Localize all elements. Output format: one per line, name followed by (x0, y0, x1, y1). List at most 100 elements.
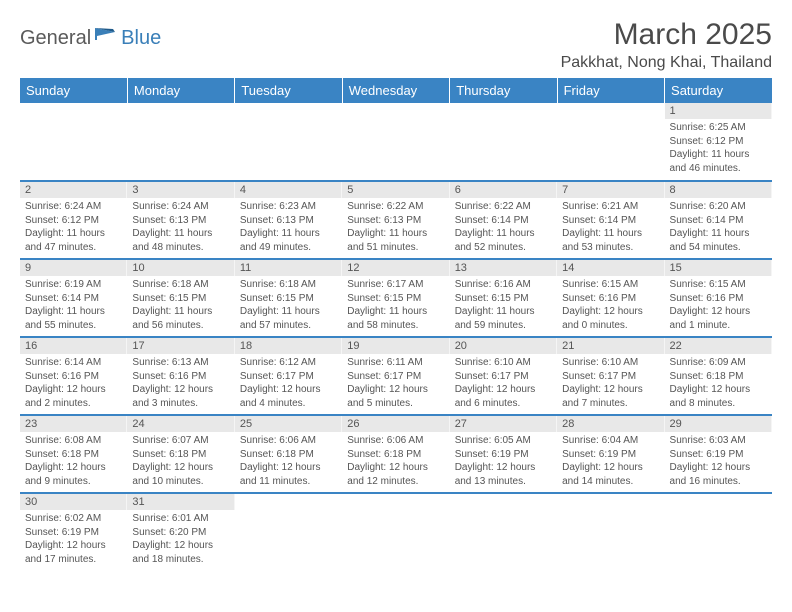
logo-text-general: General (20, 27, 91, 50)
calendar-week-row: 1Sunrise: 6:25 AMSunset: 6:12 PMDaylight… (20, 103, 772, 181)
day-details: Sunrise: 6:13 AMSunset: 6:16 PMDaylight:… (127, 354, 234, 414)
sunrise-text: Sunrise: 6:02 AM (25, 512, 122, 526)
calendar-day-cell: 4Sunrise: 6:23 AMSunset: 6:13 PMDaylight… (235, 181, 342, 259)
day-details: Sunrise: 6:25 AMSunset: 6:12 PMDaylight:… (665, 119, 772, 179)
weekday-header: Monday (127, 78, 234, 103)
day-number: 30 (20, 494, 127, 510)
sunrise-text: Sunrise: 6:09 AM (670, 356, 767, 370)
day-number: 15 (665, 260, 772, 276)
daylight-text: Daylight: 12 hours and 6 minutes. (455, 383, 552, 410)
daylight-text: Daylight: 11 hours and 58 minutes. (347, 305, 444, 332)
day-number: 3 (127, 182, 234, 198)
calendar-day-cell: 30Sunrise: 6:02 AMSunset: 6:19 PMDayligh… (20, 493, 127, 571)
day-number: 31 (127, 494, 234, 510)
calendar-day-cell (450, 103, 557, 181)
sunrise-text: Sunrise: 6:24 AM (132, 200, 229, 214)
calendar-day-cell: 19Sunrise: 6:11 AMSunset: 6:17 PMDayligh… (342, 337, 449, 415)
day-number: 27 (450, 416, 557, 432)
day-details: Sunrise: 6:24 AMSunset: 6:13 PMDaylight:… (127, 198, 234, 258)
calendar-body: 1Sunrise: 6:25 AMSunset: 6:12 PMDaylight… (20, 103, 772, 571)
day-details: Sunrise: 6:18 AMSunset: 6:15 PMDaylight:… (127, 276, 234, 336)
day-number: 26 (342, 416, 449, 432)
sunrise-text: Sunrise: 6:08 AM (25, 434, 122, 448)
day-number: 10 (127, 260, 234, 276)
day-details: Sunrise: 6:06 AMSunset: 6:18 PMDaylight:… (235, 432, 342, 492)
sunset-text: Sunset: 6:18 PM (240, 448, 337, 462)
sunset-text: Sunset: 6:17 PM (240, 370, 337, 384)
calendar-day-cell: 18Sunrise: 6:12 AMSunset: 6:17 PMDayligh… (235, 337, 342, 415)
daylight-text: Daylight: 11 hours and 55 minutes. (25, 305, 122, 332)
day-number: 11 (235, 260, 342, 276)
day-details: Sunrise: 6:16 AMSunset: 6:15 PMDaylight:… (450, 276, 557, 336)
day-details: Sunrise: 6:18 AMSunset: 6:15 PMDaylight:… (235, 276, 342, 336)
sunset-text: Sunset: 6:17 PM (347, 370, 444, 384)
calendar-day-cell: 31Sunrise: 6:01 AMSunset: 6:20 PMDayligh… (127, 493, 234, 571)
calendar-day-cell: 23Sunrise: 6:08 AMSunset: 6:18 PMDayligh… (20, 415, 127, 493)
day-number: 7 (557, 182, 664, 198)
sunset-text: Sunset: 6:14 PM (670, 214, 767, 228)
daylight-text: Daylight: 11 hours and 54 minutes. (670, 227, 767, 254)
day-number: 5 (342, 182, 449, 198)
weekday-header: Friday (557, 78, 664, 103)
sunset-text: Sunset: 6:12 PM (25, 214, 122, 228)
sunrise-text: Sunrise: 6:07 AM (132, 434, 229, 448)
sunset-text: Sunset: 6:13 PM (240, 214, 337, 228)
sunset-text: Sunset: 6:14 PM (455, 214, 552, 228)
daylight-text: Daylight: 12 hours and 7 minutes. (562, 383, 659, 410)
day-number: 12 (342, 260, 449, 276)
day-details: Sunrise: 6:11 AMSunset: 6:17 PMDaylight:… (342, 354, 449, 414)
sunset-text: Sunset: 6:16 PM (25, 370, 122, 384)
sunset-text: Sunset: 6:15 PM (240, 292, 337, 306)
calendar-day-cell (557, 103, 664, 181)
day-details: Sunrise: 6:02 AMSunset: 6:19 PMDaylight:… (20, 510, 127, 570)
calendar-day-cell: 27Sunrise: 6:05 AMSunset: 6:19 PMDayligh… (450, 415, 557, 493)
calendar-day-cell: 14Sunrise: 6:15 AMSunset: 6:16 PMDayligh… (557, 259, 664, 337)
day-details: Sunrise: 6:06 AMSunset: 6:18 PMDaylight:… (342, 432, 449, 492)
daylight-text: Daylight: 12 hours and 3 minutes. (132, 383, 229, 410)
daylight-text: Daylight: 12 hours and 18 minutes. (132, 539, 229, 566)
sunrise-text: Sunrise: 6:15 AM (670, 278, 767, 292)
day-details: Sunrise: 6:08 AMSunset: 6:18 PMDaylight:… (20, 432, 127, 492)
sunrise-text: Sunrise: 6:04 AM (562, 434, 659, 448)
sunrise-text: Sunrise: 6:22 AM (347, 200, 444, 214)
daylight-text: Daylight: 12 hours and 13 minutes. (455, 461, 552, 488)
sunset-text: Sunset: 6:19 PM (562, 448, 659, 462)
calendar-day-cell: 13Sunrise: 6:16 AMSunset: 6:15 PMDayligh… (450, 259, 557, 337)
sunrise-text: Sunrise: 6:22 AM (455, 200, 552, 214)
day-details: Sunrise: 6:07 AMSunset: 6:18 PMDaylight:… (127, 432, 234, 492)
daylight-text: Daylight: 12 hours and 12 minutes. (347, 461, 444, 488)
sunset-text: Sunset: 6:15 PM (455, 292, 552, 306)
calendar-day-cell (450, 493, 557, 571)
calendar-day-cell: 24Sunrise: 6:07 AMSunset: 6:18 PMDayligh… (127, 415, 234, 493)
day-details: Sunrise: 6:12 AMSunset: 6:17 PMDaylight:… (235, 354, 342, 414)
daylight-text: Daylight: 11 hours and 57 minutes. (240, 305, 337, 332)
day-number: 8 (665, 182, 772, 198)
daylight-text: Daylight: 12 hours and 17 minutes. (25, 539, 122, 566)
sunrise-text: Sunrise: 6:14 AM (25, 356, 122, 370)
day-number: 9 (20, 260, 127, 276)
calendar-day-cell (127, 103, 234, 181)
logo-text-blue: Blue (121, 27, 161, 50)
daylight-text: Daylight: 11 hours and 47 minutes. (25, 227, 122, 254)
day-details: Sunrise: 6:23 AMSunset: 6:13 PMDaylight:… (235, 198, 342, 258)
calendar-day-cell: 9Sunrise: 6:19 AMSunset: 6:14 PMDaylight… (20, 259, 127, 337)
day-details: Sunrise: 6:24 AMSunset: 6:12 PMDaylight:… (20, 198, 127, 258)
calendar-day-cell: 17Sunrise: 6:13 AMSunset: 6:16 PMDayligh… (127, 337, 234, 415)
day-details: Sunrise: 6:20 AMSunset: 6:14 PMDaylight:… (665, 198, 772, 258)
day-number: 21 (557, 338, 664, 354)
sunrise-text: Sunrise: 6:19 AM (25, 278, 122, 292)
month-title: March 2025 (561, 18, 772, 52)
sunset-text: Sunset: 6:19 PM (25, 526, 122, 540)
daylight-text: Daylight: 11 hours and 51 minutes. (347, 227, 444, 254)
page-header: General Blue March 2025 Pakkhat, Nong Kh… (20, 18, 772, 72)
day-number: 1 (665, 103, 772, 119)
calendar-day-cell (235, 103, 342, 181)
daylight-text: Daylight: 11 hours and 48 minutes. (132, 227, 229, 254)
day-number: 13 (450, 260, 557, 276)
sunrise-text: Sunrise: 6:06 AM (347, 434, 444, 448)
calendar-day-cell: 22Sunrise: 6:09 AMSunset: 6:18 PMDayligh… (665, 337, 772, 415)
day-details: Sunrise: 6:19 AMSunset: 6:14 PMDaylight:… (20, 276, 127, 336)
calendar-day-cell (342, 103, 449, 181)
sunrise-text: Sunrise: 6:10 AM (562, 356, 659, 370)
day-number: 25 (235, 416, 342, 432)
